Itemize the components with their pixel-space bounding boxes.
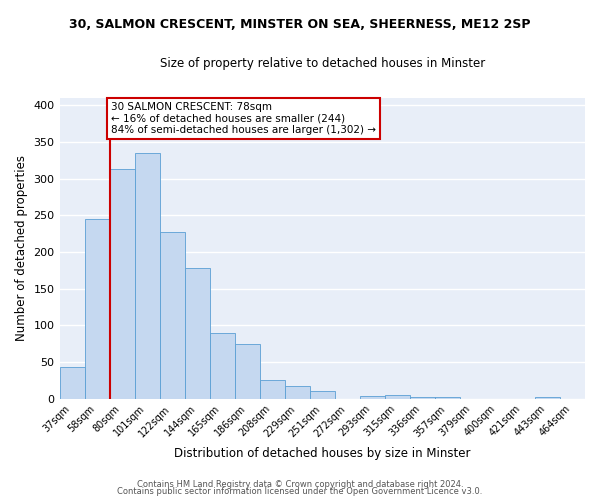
- Text: 30 SALMON CRESCENT: 78sqm
← 16% of detached houses are smaller (244)
84% of semi: 30 SALMON CRESCENT: 78sqm ← 16% of detac…: [111, 102, 376, 135]
- Bar: [260, 380, 285, 399]
- Text: Contains public sector information licensed under the Open Government Licence v3: Contains public sector information licen…: [118, 487, 482, 496]
- Title: Size of property relative to detached houses in Minster: Size of property relative to detached ho…: [160, 58, 485, 70]
- Bar: [185, 268, 209, 399]
- Y-axis label: Number of detached properties: Number of detached properties: [15, 156, 28, 342]
- Bar: [310, 392, 335, 399]
- Bar: [410, 398, 435, 399]
- Text: Contains HM Land Registry data © Crown copyright and database right 2024.: Contains HM Land Registry data © Crown c…: [137, 480, 463, 489]
- X-axis label: Distribution of detached houses by size in Minster: Distribution of detached houses by size …: [174, 447, 470, 460]
- Bar: [285, 386, 310, 399]
- Bar: [435, 398, 460, 399]
- Bar: [59, 368, 85, 399]
- Bar: [385, 395, 410, 399]
- Bar: [360, 396, 385, 399]
- Bar: [134, 153, 160, 399]
- Bar: [110, 169, 134, 399]
- Bar: [235, 344, 260, 399]
- Bar: [160, 232, 185, 399]
- Bar: [535, 398, 560, 399]
- Text: 30, SALMON CRESCENT, MINSTER ON SEA, SHEERNESS, ME12 2SP: 30, SALMON CRESCENT, MINSTER ON SEA, SHE…: [69, 18, 531, 30]
- Bar: [85, 219, 110, 399]
- Bar: [209, 333, 235, 399]
